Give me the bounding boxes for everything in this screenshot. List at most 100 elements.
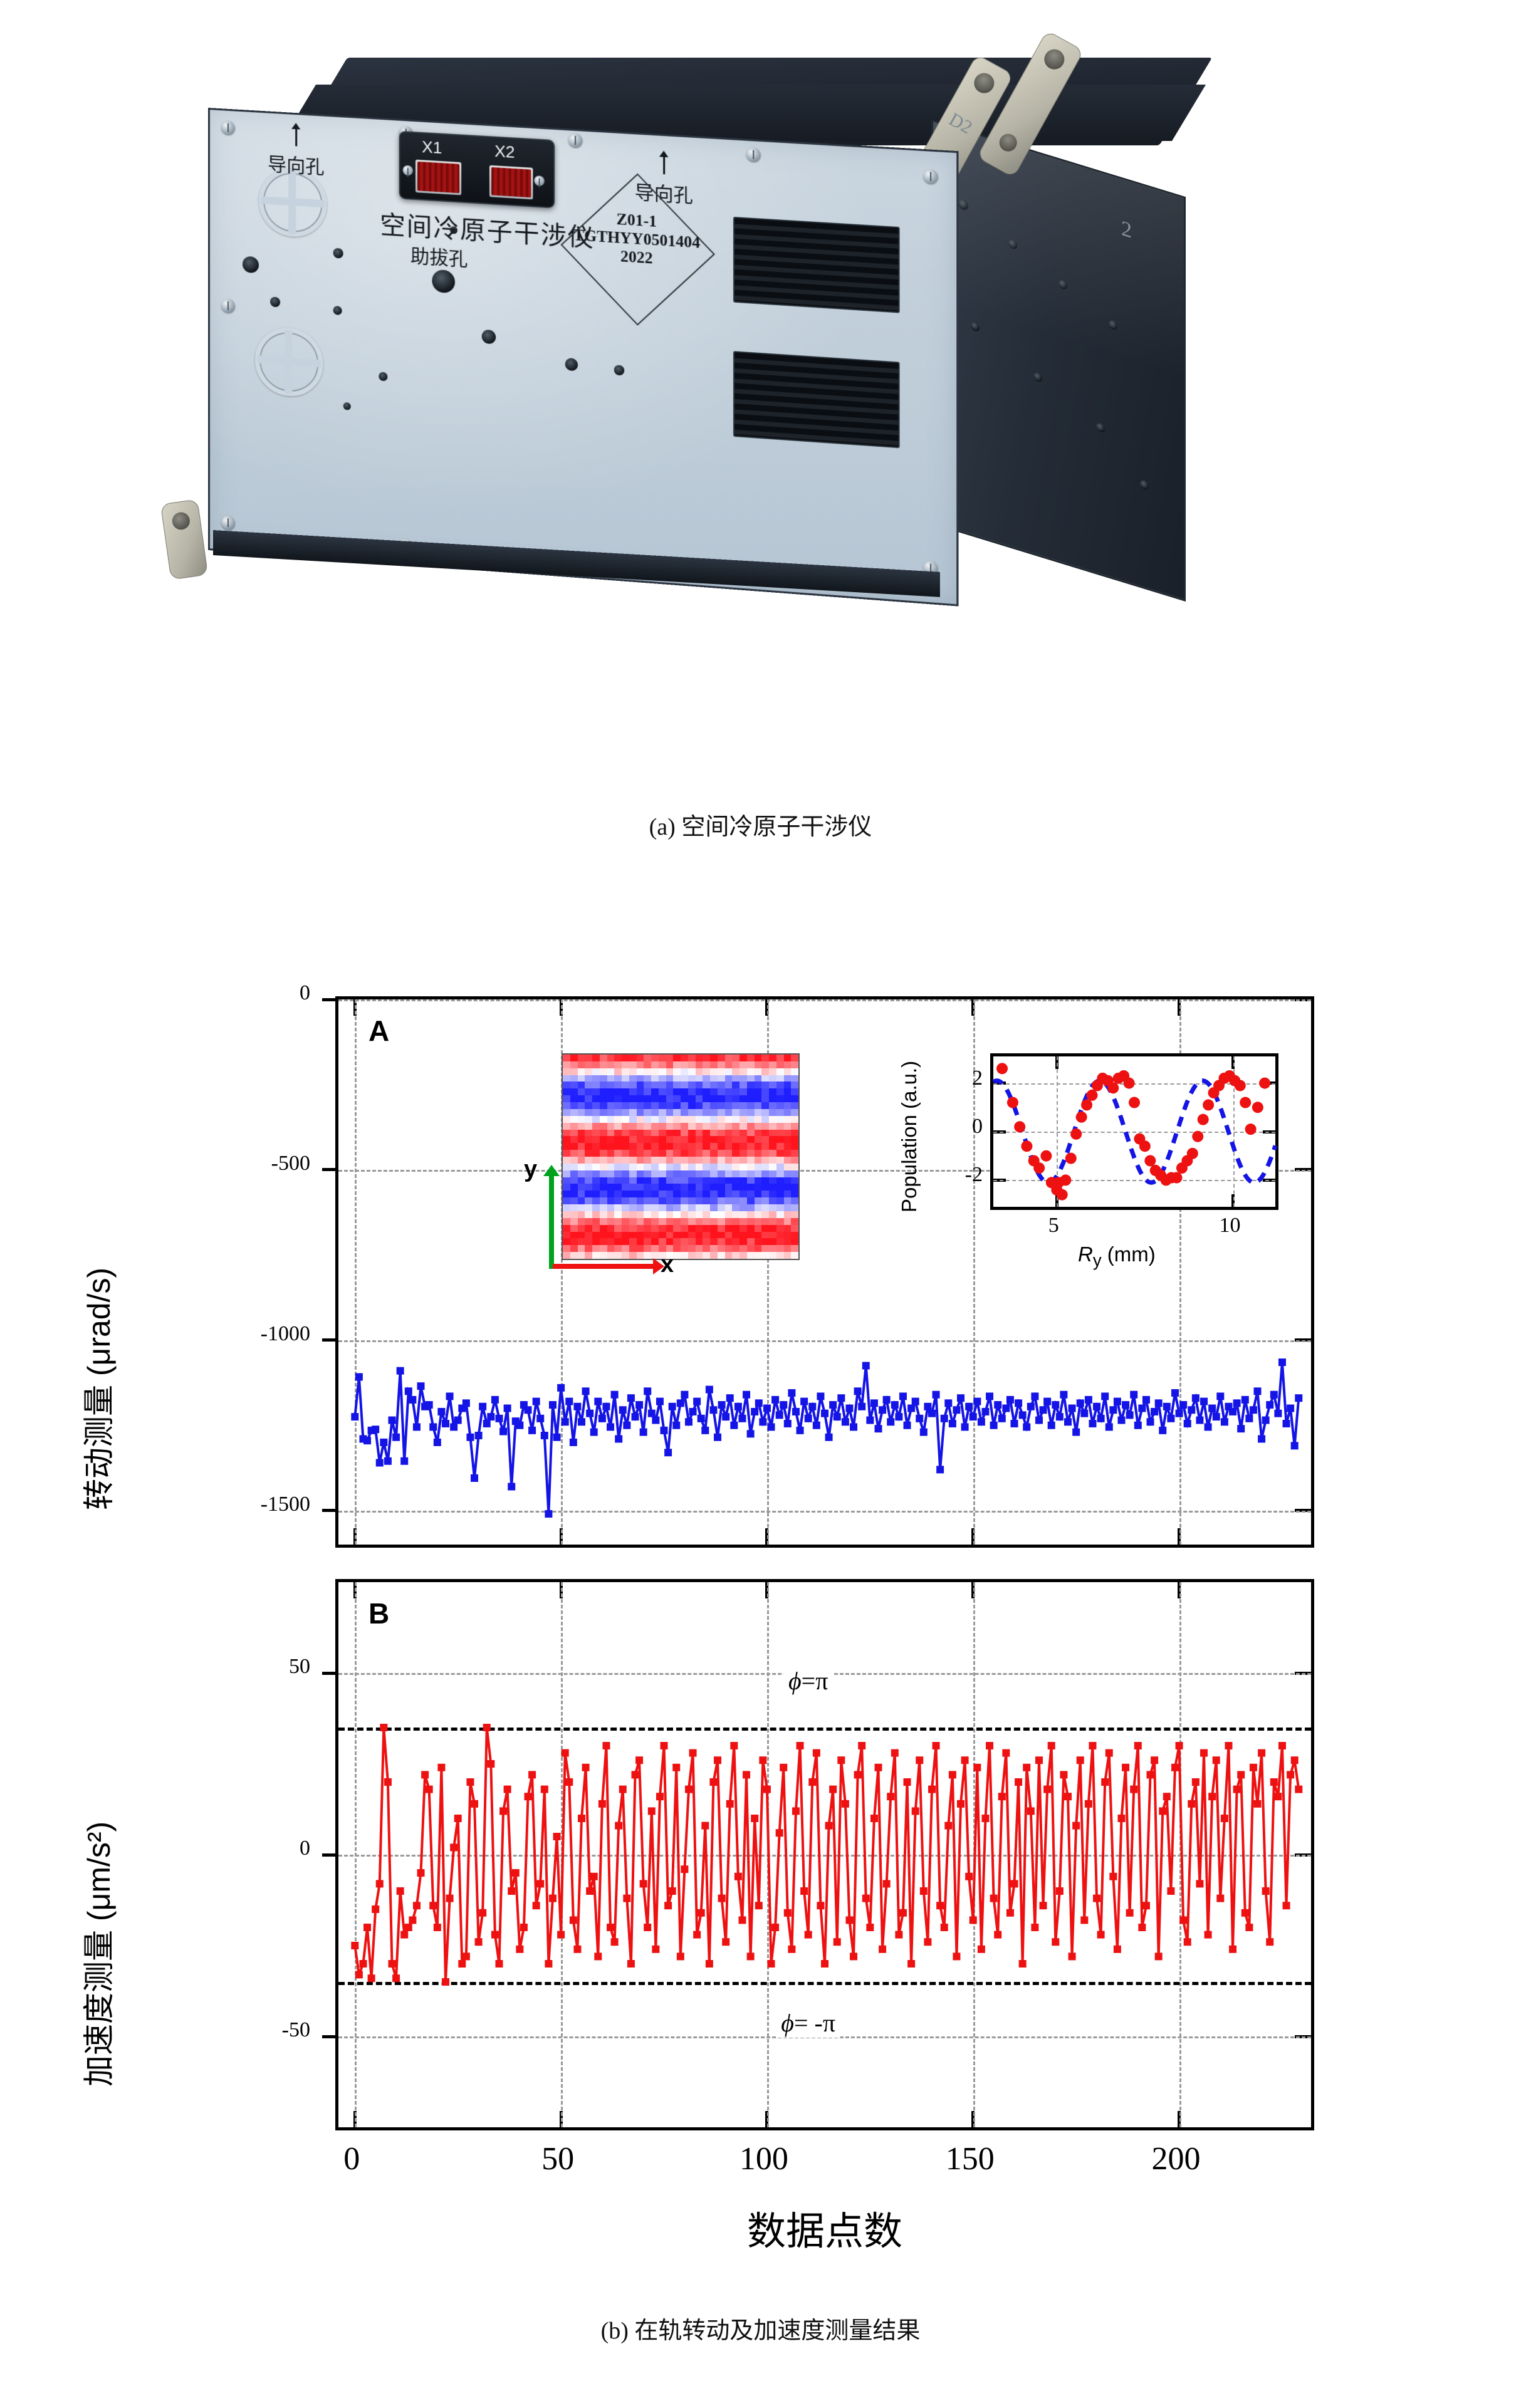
heatmap-cell [681, 1116, 688, 1123]
heatmap-cell [578, 1136, 585, 1143]
heatmap-cell [755, 1109, 762, 1116]
heatmap-cell [629, 1061, 637, 1068]
heatmap-cell [784, 1170, 792, 1177]
heatmap-cell [725, 1061, 733, 1068]
heatmap-cell [592, 1150, 600, 1157]
heatmap-cell [651, 1232, 659, 1239]
heatmap-cell [769, 1088, 776, 1095]
heatmap-cell [629, 1150, 637, 1157]
heatmap-cell [629, 1232, 637, 1239]
heatmap-cell [688, 1068, 696, 1075]
heatmap-cell [563, 1116, 570, 1123]
heatmap-cell [718, 1211, 725, 1218]
heatmap-cell [784, 1123, 792, 1130]
heatmap-cell [592, 1204, 600, 1211]
heatmap-cell [776, 1130, 784, 1137]
heatmap-cell [769, 1252, 776, 1259]
heatmap-cell [681, 1109, 688, 1116]
heatmap-cell [607, 1211, 615, 1218]
heatmap-cell [732, 1116, 740, 1123]
heatmap-cell [681, 1197, 688, 1204]
heatmap-cell [644, 1191, 651, 1197]
heatmap-cell [600, 1170, 607, 1177]
heatmap-cell [718, 1082, 725, 1088]
heatmap-cell [703, 1211, 710, 1218]
heatmap-cell [791, 1116, 798, 1123]
heatmap-cell [659, 1225, 666, 1232]
heatmap-cell [570, 1116, 578, 1123]
heatmap-cell [725, 1164, 733, 1170]
heatmap-cell [578, 1075, 585, 1082]
heatmap-cell [607, 1055, 615, 1061]
heatmap-cell [755, 1164, 762, 1170]
heatmap-cell [747, 1157, 755, 1164]
heatmap-cell [637, 1088, 644, 1095]
heatmap-cell [769, 1082, 776, 1088]
heatmap-cell [710, 1116, 718, 1123]
heatmap-cell [644, 1109, 651, 1116]
heatmap-cell [666, 1164, 674, 1170]
vent-upper [733, 217, 900, 313]
heatmap-cell [784, 1177, 792, 1184]
x-axis-tick-label: 200 [1114, 2140, 1239, 2177]
heatmap-cell [563, 1197, 570, 1204]
heatmap-cell [563, 1184, 570, 1191]
heatmap-cell [629, 1088, 637, 1095]
heatmap-cell [761, 1061, 769, 1068]
heatmap-cell [644, 1123, 651, 1130]
heatmap-cell [710, 1088, 718, 1095]
heatmap-cell [725, 1177, 733, 1184]
heatmap-cell [791, 1232, 798, 1239]
heatmap-cell [747, 1095, 755, 1102]
heatmap-cell [622, 1170, 629, 1177]
heatmap-cell [688, 1150, 696, 1157]
heatmap-cell [600, 1088, 607, 1095]
heatmap-cell [740, 1130, 747, 1137]
heatmap-cell [570, 1075, 578, 1082]
heatmap-cell [761, 1095, 769, 1102]
heatmap-cell [688, 1191, 696, 1197]
heatmap-cell [637, 1245, 644, 1252]
heatmap-cell [570, 1197, 578, 1204]
connector-x1-port [416, 160, 461, 195]
heatmap-cell [673, 1204, 681, 1211]
heatmap-cell [651, 1225, 659, 1232]
heatmap-cell [776, 1238, 784, 1245]
heatmap-cell [784, 1211, 792, 1218]
heatmap-cell [776, 1095, 784, 1102]
heatmap-cell [755, 1157, 762, 1164]
heatmap-cell [585, 1157, 592, 1164]
fringe-x-axis-title: Ry (mm) [1078, 1243, 1156, 1271]
heatmap-cell [761, 1238, 769, 1245]
heatmap-cell [725, 1088, 733, 1095]
heatmap-cell [659, 1130, 666, 1137]
heatmap-cell [659, 1204, 666, 1211]
heatmap-cell [696, 1197, 703, 1204]
heatmap-cell [592, 1061, 600, 1068]
heatmap-cell [784, 1150, 792, 1157]
heatmap-cell [696, 1143, 703, 1150]
heatmap-cell [578, 1061, 585, 1068]
heatmap-cell [688, 1197, 696, 1204]
heatmap-cell [585, 1232, 592, 1239]
heatmap-cell [563, 1225, 570, 1232]
heatmap-cell [666, 1191, 674, 1197]
heatmap-cell [614, 1068, 622, 1075]
heatmap-cell [732, 1082, 740, 1088]
heatmap-cell [629, 1143, 637, 1150]
heatmap-cell [563, 1075, 570, 1082]
heatmap-cell [703, 1218, 710, 1225]
heatmap-cell [784, 1130, 792, 1137]
heatmap-cell [563, 1123, 570, 1130]
heatmap-cell [659, 1177, 666, 1184]
x-axis-arrow-icon [553, 1264, 654, 1269]
heatmap-cell [755, 1075, 762, 1082]
heatmap-cell [784, 1184, 792, 1191]
heatmap-cell [740, 1095, 747, 1102]
heatmap-cell [637, 1109, 644, 1116]
heatmap-cell [563, 1136, 570, 1143]
heatmap-cell [629, 1204, 637, 1211]
heatmap-cell [710, 1055, 718, 1061]
heatmap-cell [592, 1130, 600, 1137]
heatmap-cell [696, 1157, 703, 1164]
